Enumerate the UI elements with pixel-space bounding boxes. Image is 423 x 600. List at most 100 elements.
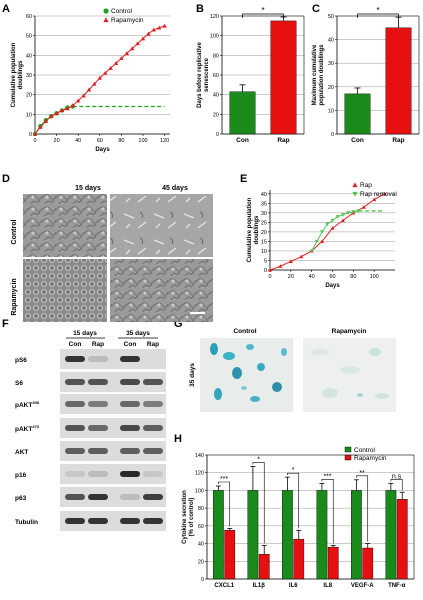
data-point <box>65 106 70 111</box>
blot-band <box>88 379 108 385</box>
bar-rapamycin-1 <box>258 554 270 580</box>
y-axis-label: doublings <box>18 60 24 89</box>
blot-strip <box>60 372 166 392</box>
data-point <box>38 124 43 129</box>
panel-f-western-blot: 15 days 35 days Con Rap Con RappS6S6pAKT308… <box>15 330 166 531</box>
x-tick-label: 80 <box>118 138 124 144</box>
bar-con <box>229 91 256 135</box>
micrograph-control-15days <box>23 194 107 257</box>
y-tick-label: 20 <box>261 230 267 236</box>
x-axis-label: Days <box>325 283 340 289</box>
blot-band <box>120 448 140 454</box>
panel-letter-f: F <box>2 318 9 330</box>
y-axis-label: Cytokine secretion <box>182 490 188 544</box>
blot-row-base: AKT <box>15 449 28 456</box>
blot-strip <box>60 464 166 484</box>
series-line-rapamycin <box>34 25 165 135</box>
data-point <box>103 8 109 14</box>
y-tick-label: 100 <box>195 488 204 494</box>
y-tick-label: 120 <box>210 14 219 20</box>
blot-row-base: Tubulin <box>15 519 38 526</box>
data-point <box>59 108 65 113</box>
significance-bracket <box>242 13 284 18</box>
y-tick-label: 80 <box>213 53 219 59</box>
lane-label: Con <box>69 341 82 348</box>
blot-row-sup: 473 <box>32 424 39 429</box>
blot-strip <box>60 487 166 507</box>
lane-label: Rap <box>147 341 159 348</box>
data-point <box>352 182 358 188</box>
blot-band <box>88 401 108 407</box>
bar-rap <box>385 27 412 135</box>
panel-d-row-rapamycin: Rapamycin <box>11 278 18 315</box>
blot-row-base: S6 <box>15 380 23 387</box>
y-tick-label: 0 <box>201 577 204 583</box>
panel-g-col-rapamycin: Rapamycin <box>332 328 367 335</box>
data-point <box>278 264 283 268</box>
blot-band <box>143 401 163 407</box>
blot-row-base: pS6 <box>15 357 27 364</box>
bar-control-3 <box>316 490 328 580</box>
y-tick-label: 0 <box>264 268 267 274</box>
bar-rapamycin-5 <box>396 499 408 580</box>
faint-cells <box>311 348 389 399</box>
data-point <box>49 114 54 119</box>
x-axis-label: Days <box>95 147 110 153</box>
x-tick-label: 80 <box>350 274 356 280</box>
blot-band <box>120 518 140 524</box>
blot-row-sup: 308 <box>32 400 39 405</box>
x-tick-label: 120 <box>160 138 169 144</box>
legend-label: Control <box>111 8 133 15</box>
data-point <box>70 103 75 108</box>
blot-band <box>65 425 85 431</box>
significance-mark: *** <box>220 476 228 483</box>
blot-band <box>88 518 108 524</box>
data-point <box>356 209 361 213</box>
lane-label: Rap <box>92 341 104 348</box>
data-point <box>361 205 366 209</box>
y-tick-label: 25 <box>261 220 267 226</box>
significance-mark: *** <box>323 473 331 480</box>
y-tick-label: 40 <box>198 542 204 548</box>
blot-row-base: p63 <box>15 495 27 502</box>
blot-row-base: pAKT <box>15 426 32 433</box>
data-point <box>309 249 314 253</box>
blot-strip <box>60 511 166 531</box>
blot-band <box>120 494 140 500</box>
blot-band <box>143 494 163 500</box>
bar-rapamycin-0 <box>224 530 236 580</box>
data-point <box>151 27 156 32</box>
y-tick-label: 10 <box>26 112 32 118</box>
y-tick-label: 50 <box>26 34 32 40</box>
series-line-rap-removal <box>311 210 359 252</box>
y-tick-label: 10 <box>261 249 267 255</box>
data-point <box>325 222 330 227</box>
significance-bracket <box>321 479 334 544</box>
y-tick-label: 0 <box>216 132 219 138</box>
data-point <box>86 87 92 92</box>
y-tick-label: 30 <box>328 61 334 67</box>
data-point <box>97 75 102 80</box>
blot-row-base: pAKT <box>15 402 32 409</box>
legend-label: Control <box>354 447 376 454</box>
data-point <box>32 131 38 136</box>
data-point <box>43 119 48 123</box>
y-tick-label: 0 <box>331 132 334 138</box>
x-tick-label: 0 <box>33 138 36 144</box>
x-tick-label: 20 <box>54 138 60 144</box>
blot-group-15days: 15 days <box>73 330 97 337</box>
x-tick-label: 100 <box>138 138 147 144</box>
bar-rap <box>270 20 297 135</box>
data-point <box>146 31 151 36</box>
y-tick-label: 0 <box>29 132 32 138</box>
y-tick-label: 40 <box>26 53 32 59</box>
y-tick-label: 140 <box>195 453 204 459</box>
panel-letter-e: E <box>240 173 247 185</box>
data-point <box>340 218 345 223</box>
micrograph-rapamycin-15days <box>23 259 107 322</box>
data-point <box>54 111 59 116</box>
data-point <box>340 213 345 217</box>
x-tick-label: 60 <box>329 274 335 280</box>
blot-group-35days: 35 days <box>126 330 150 337</box>
